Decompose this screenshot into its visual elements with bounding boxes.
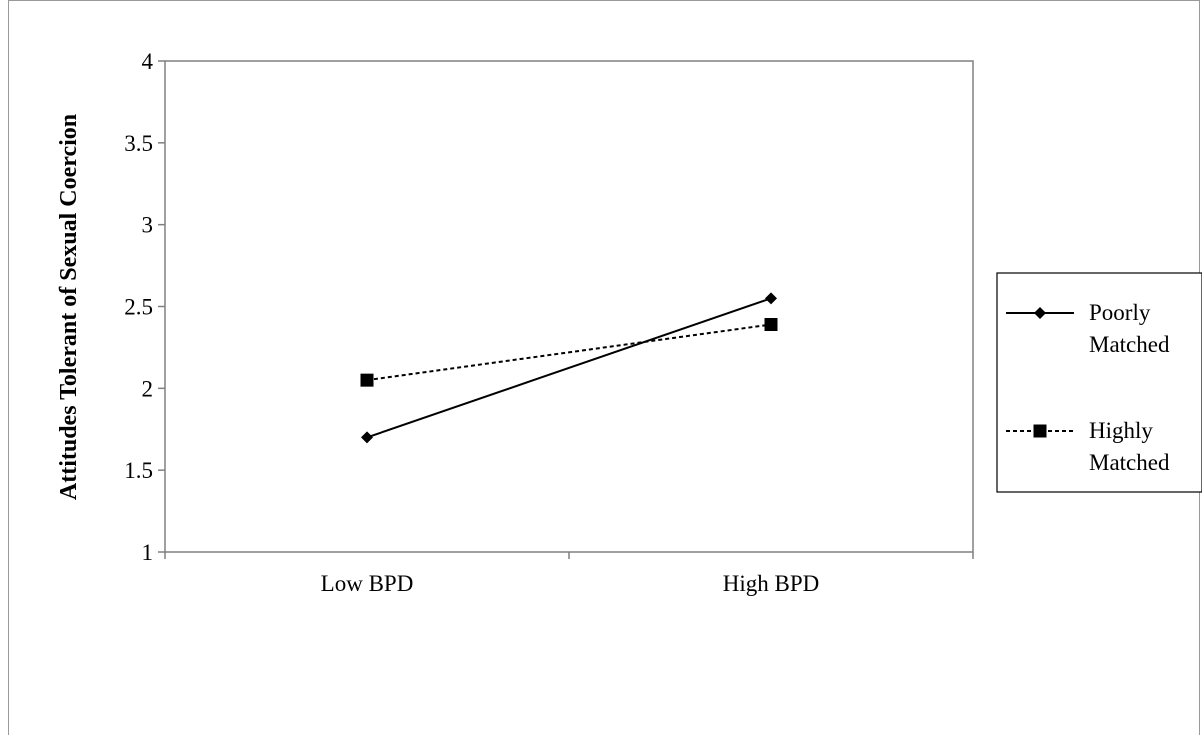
- series-layer: [360, 292, 778, 444]
- x-axis: Low BPD High BPD: [164, 552, 974, 596]
- y-tick-label: 3.5: [124, 131, 153, 156]
- y-tick-label: 3: [142, 213, 154, 238]
- legend-box: [996, 272, 1202, 493]
- y-axis-title: Attitudes Tolerant of Sexual Coercion: [56, 114, 82, 500]
- y-axis: 1 1.5 2 2.5 3 3.5 4: [124, 49, 165, 565]
- series-poorly-matched: [361, 292, 777, 444]
- legend-label: Highly: [1089, 418, 1153, 443]
- square-marker: [360, 373, 374, 387]
- y-tick-label: 2.5: [124, 295, 153, 320]
- diamond-marker: [1034, 307, 1046, 319]
- square-marker: [764, 318, 778, 332]
- series-line: [366, 297, 772, 439]
- square-marker: [1033, 424, 1047, 438]
- y-tick-label: 4: [142, 49, 154, 74]
- x-tick-label: Low BPD: [321, 571, 414, 596]
- y-tick-label: 1: [142, 540, 154, 565]
- legend-label: Matched: [1089, 332, 1170, 357]
- diamond-marker: [765, 292, 777, 305]
- legend-label: Poorly: [1089, 300, 1151, 325]
- legend: Poorly Matched Highly Matched: [996, 272, 1202, 493]
- y-tick-label: 2: [142, 376, 154, 401]
- y-tick-label: 1.5: [124, 458, 153, 483]
- plot-area: [164, 60, 974, 553]
- diamond-marker: [361, 431, 373, 444]
- series-highly-matched: [360, 318, 778, 387]
- x-tick-label: High BPD: [723, 571, 820, 596]
- legend-label: Matched: [1089, 450, 1170, 475]
- series-line: [366, 323, 772, 382]
